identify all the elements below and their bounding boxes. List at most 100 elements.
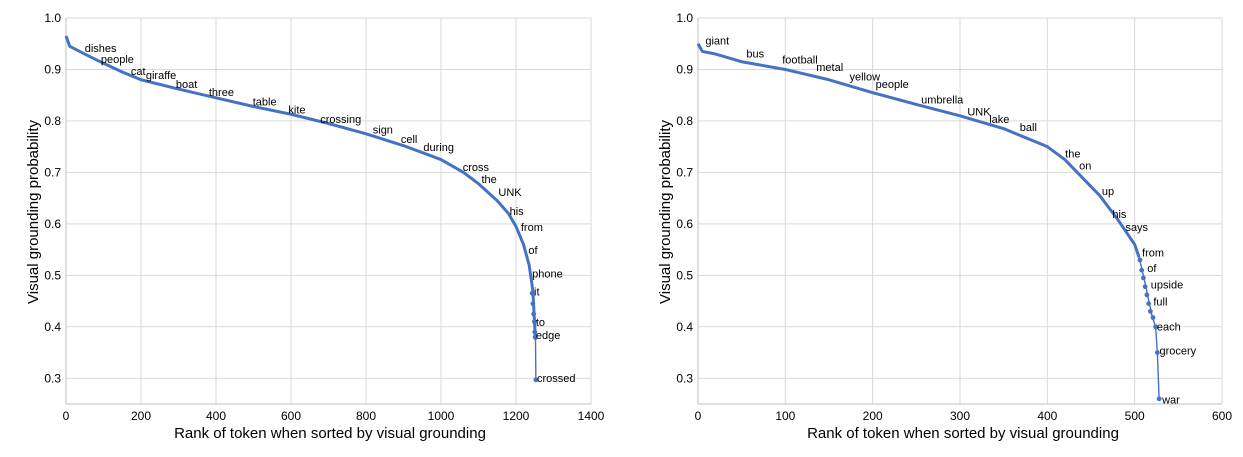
word-annotation: giant <box>705 36 729 48</box>
word-annotation: cross <box>463 162 490 174</box>
x-axis-title: Rank of token when sorted by visual grou… <box>174 425 486 442</box>
word-annotation: his <box>510 206 525 218</box>
word-annotation: edge <box>536 330 560 342</box>
data-point <box>1153 324 1159 330</box>
data-point <box>1146 301 1152 307</box>
word-annotation: to <box>536 317 545 329</box>
data-point <box>532 334 538 340</box>
word-annotation: each <box>1157 321 1181 333</box>
word-annotation: up <box>1102 186 1114 198</box>
word-annotation: bus <box>746 49 764 61</box>
x-tick-label: 600 <box>281 409 301 423</box>
grid <box>65 17 592 405</box>
x-tick-label: 600 <box>1212 409 1232 423</box>
x-tick-label: 1400 <box>578 409 605 423</box>
y-tick-label: 0.9 <box>676 62 693 76</box>
word-annotation: from <box>1142 248 1164 260</box>
word-annotation: grocery <box>1160 346 1197 358</box>
word-annotation: people <box>876 79 909 91</box>
series <box>64 35 539 383</box>
word-annotation: the <box>1065 148 1080 160</box>
y-ticks: 0.3 0.4 0.5 0.6 0.7 0.8 0.9 1.0 <box>44 11 61 385</box>
y-tick-label: 0.4 <box>44 320 61 334</box>
word-annotation: his <box>1112 209 1127 221</box>
y-tick-label: 0.9 <box>44 62 61 76</box>
word-annotation: umbrella <box>921 94 964 106</box>
y-tick-label: 1.0 <box>44 11 61 25</box>
y-tick-label: 0.8 <box>676 114 693 128</box>
x-tick-label: 200 <box>863 409 883 423</box>
x-ticks: 0 100 200 300 400 500 600 <box>695 409 1233 423</box>
y-tick-label: 0.3 <box>44 371 61 385</box>
series-line <box>64 35 537 340</box>
x-tick-label: 100 <box>775 409 795 423</box>
word-annotation: metal <box>816 62 843 74</box>
word-annotation: football <box>782 55 817 67</box>
word-annotation: during <box>423 142 454 154</box>
y-tick-label: 1.0 <box>676 11 693 25</box>
word-annotation: UNK <box>967 107 991 119</box>
x-tick-label: 0 <box>63 409 70 423</box>
y-tick-label: 0.5 <box>44 268 61 282</box>
data-point <box>1142 284 1148 290</box>
data-point <box>533 377 539 383</box>
word-annotation: from <box>521 222 543 234</box>
chart-left: 0 200 400 600 800 1000 1200 1400 0.30.40.50.60.… <box>25 11 605 442</box>
y-axis-title: Visual grounding probability <box>25 119 42 304</box>
x-tick-label: 800 <box>356 409 376 423</box>
word-annotation: ball <box>1020 122 1037 134</box>
y-tick-label: 0.8 <box>44 114 61 128</box>
chart-right: 0 100 200 300 400 500 600 0.30.40.50.60.70.80.… <box>657 11 1233 442</box>
word-annotation: crossed <box>537 373 576 385</box>
grid <box>697 17 1223 405</box>
word-annotation: sign <box>373 125 393 137</box>
y-ticks: 0.3 0.4 0.5 0.6 0.7 0.8 0.9 1.0 <box>676 11 693 385</box>
series-line <box>696 42 1141 258</box>
y-tick-label: 0.6 <box>44 217 61 231</box>
word-annotation: table <box>253 96 277 108</box>
y-tick-label: 0.5 <box>676 268 693 282</box>
x-tick-label: 400 <box>1037 409 1057 423</box>
word-annotation: UNK <box>498 187 522 199</box>
word-annotation: full <box>1153 297 1167 309</box>
word-annotation: people <box>101 54 134 66</box>
x-tick-label: 0 <box>695 409 702 423</box>
word-annotation: on <box>1079 160 1091 172</box>
word-annotation: cat <box>131 66 146 78</box>
y-axis-title: Visual grounding probability <box>657 119 674 304</box>
y-tick-label: 0.4 <box>676 320 693 334</box>
word-annotation: three <box>209 87 234 99</box>
data-point <box>1139 267 1145 273</box>
word-annotation: of <box>1147 263 1157 275</box>
word-annotation: yellow <box>849 72 880 84</box>
word-annotation: phone <box>532 268 563 280</box>
data-point <box>530 301 536 307</box>
y-tick-label: 0.7 <box>676 165 693 179</box>
word-annotation: giraffe <box>146 70 176 82</box>
word-annotation: war <box>1161 394 1180 406</box>
x-ticks: 0 200 400 600 800 1000 1200 1400 <box>63 409 605 423</box>
word-annotation: lake <box>989 114 1009 126</box>
data-point <box>531 311 537 317</box>
x-axis-title: Rank of token when sorted by visual grou… <box>807 425 1119 442</box>
word-annotation: cell <box>401 134 418 146</box>
data-point <box>1137 257 1143 263</box>
data-point <box>1141 275 1146 281</box>
x-tick-label: 300 <box>950 409 970 423</box>
word-annotation: the <box>482 174 497 186</box>
word-annotation: dishes <box>85 43 117 55</box>
word-annotation: upside <box>1151 280 1183 292</box>
data-point <box>531 319 537 325</box>
series <box>696 42 1162 402</box>
y-tick-label: 0.7 <box>44 165 61 179</box>
data-point <box>529 290 535 296</box>
x-tick-label: 1200 <box>503 409 530 423</box>
word-annotation: kite <box>288 105 305 117</box>
x-tick-label: 1000 <box>428 409 455 423</box>
x-tick-label: 500 <box>1125 409 1145 423</box>
word-annotation: says <box>1125 222 1148 234</box>
data-point <box>1154 350 1160 355</box>
x-tick-label: 200 <box>131 409 151 423</box>
